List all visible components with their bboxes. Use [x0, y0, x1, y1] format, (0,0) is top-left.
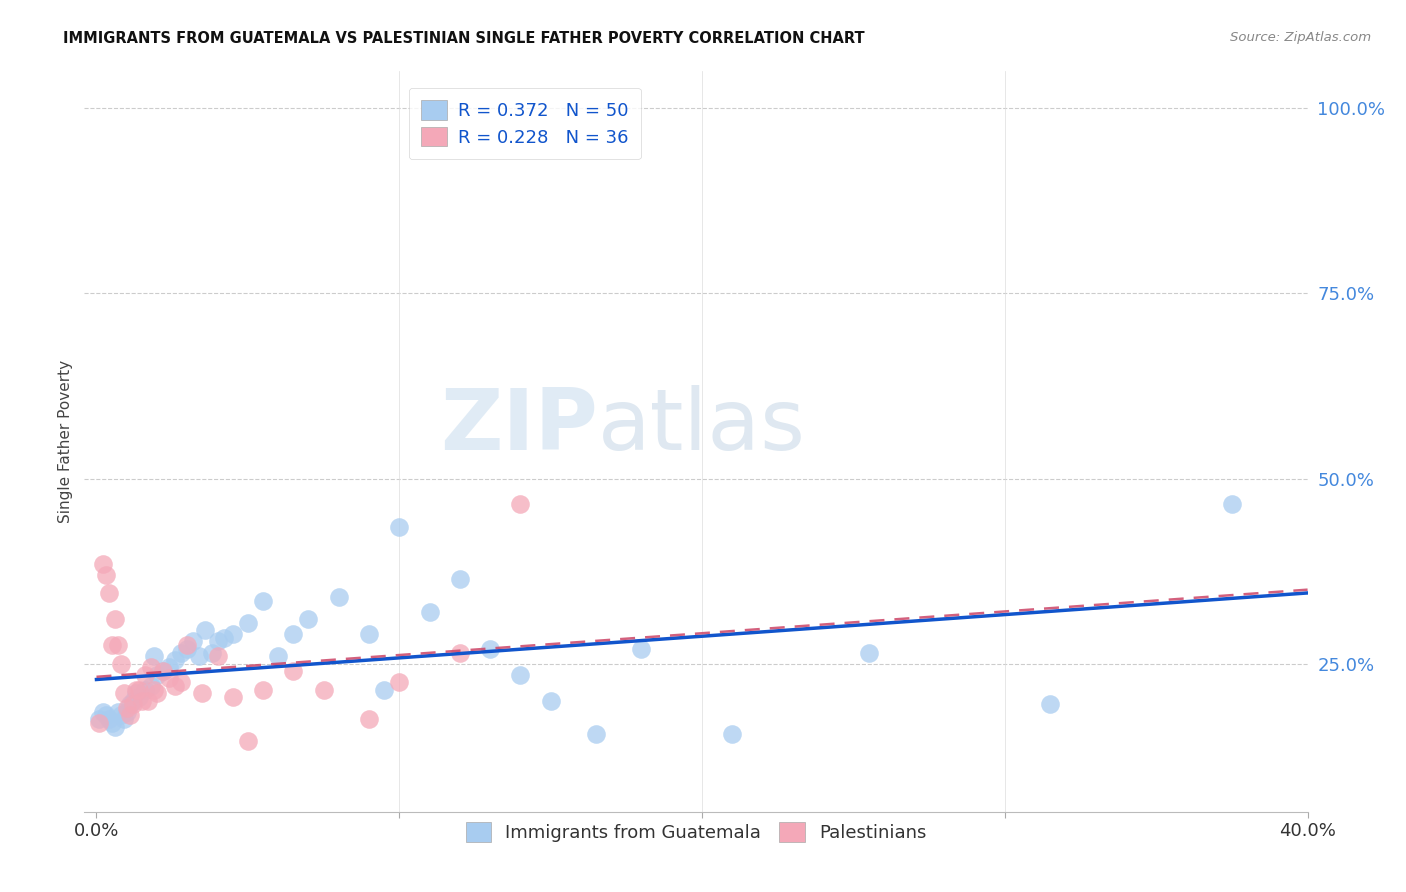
Point: [136, 694, 159, 708]
Point: [212, 631, 235, 645]
Point: [418, 605, 440, 619]
Point: [297, 612, 319, 626]
Point: [110, 708, 132, 723]
Point: [165, 679, 187, 693]
Point: [104, 720, 127, 734]
Y-axis label: Single Father Poverty: Single Father Poverty: [58, 360, 73, 523]
Point: [143, 649, 166, 664]
Point: [191, 686, 214, 700]
Point: [170, 646, 193, 660]
Point: [143, 682, 166, 697]
Point: [107, 705, 129, 719]
Point: [152, 664, 174, 678]
Point: [388, 675, 411, 690]
Point: [146, 667, 169, 681]
Point: [94, 708, 117, 723]
Point: [110, 657, 132, 671]
Point: [194, 624, 217, 638]
Point: [100, 638, 122, 652]
Point: [121, 694, 143, 708]
Point: [312, 682, 335, 697]
Point: [107, 638, 129, 652]
Point: [236, 615, 259, 630]
Legend: Immigrants from Guatemala, Palestinians: Immigrants from Guatemala, Palestinians: [457, 813, 935, 851]
Point: [125, 682, 148, 697]
Point: [91, 705, 114, 719]
Point: [1039, 698, 1062, 712]
Point: [94, 567, 117, 582]
Point: [207, 634, 229, 648]
Point: [585, 727, 607, 741]
Point: [89, 712, 111, 726]
Point: [357, 627, 380, 641]
Point: [118, 708, 141, 723]
Point: [449, 572, 471, 586]
Point: [115, 705, 138, 719]
Point: [200, 646, 222, 660]
Point: [170, 675, 193, 690]
Point: [252, 682, 274, 697]
Point: [139, 679, 162, 693]
Point: [125, 686, 148, 700]
Point: [328, 590, 350, 604]
Point: [97, 712, 120, 726]
Point: [152, 664, 174, 678]
Point: [283, 627, 305, 641]
Point: [97, 586, 120, 600]
Point: [100, 715, 122, 730]
Point: [176, 638, 198, 652]
Point: [118, 698, 141, 712]
Point: [721, 727, 744, 741]
Point: [146, 686, 169, 700]
Point: [89, 715, 111, 730]
Point: [388, 519, 411, 533]
Point: [509, 667, 531, 681]
Point: [131, 694, 153, 708]
Point: [115, 701, 138, 715]
Point: [128, 690, 150, 704]
Point: [449, 646, 471, 660]
Point: [165, 653, 187, 667]
Point: [207, 649, 229, 664]
Point: [1220, 498, 1243, 512]
Point: [540, 694, 562, 708]
Text: ZIP: ZIP: [440, 385, 598, 468]
Point: [267, 649, 290, 664]
Text: atlas: atlas: [598, 385, 806, 468]
Point: [222, 627, 245, 641]
Point: [183, 634, 205, 648]
Point: [479, 641, 502, 656]
Point: [139, 660, 162, 674]
Text: Source: ZipAtlas.com: Source: ZipAtlas.com: [1230, 31, 1371, 45]
Point: [134, 667, 156, 681]
Point: [157, 672, 180, 686]
Point: [121, 698, 143, 712]
Point: [283, 664, 305, 678]
Point: [509, 498, 531, 512]
Point: [858, 646, 880, 660]
Point: [630, 641, 652, 656]
Point: [91, 557, 114, 571]
Point: [357, 712, 380, 726]
Point: [112, 712, 135, 726]
Point: [157, 660, 180, 674]
Point: [134, 682, 156, 697]
Point: [112, 686, 135, 700]
Text: IMMIGRANTS FROM GUATEMALA VS PALESTINIAN SINGLE FATHER POVERTY CORRELATION CHART: IMMIGRANTS FROM GUATEMALA VS PALESTINIAN…: [63, 31, 865, 46]
Point: [104, 612, 127, 626]
Point: [373, 682, 395, 697]
Point: [176, 641, 198, 656]
Point: [188, 649, 211, 664]
Point: [236, 734, 259, 748]
Point: [128, 682, 150, 697]
Point: [222, 690, 245, 704]
Point: [252, 593, 274, 607]
